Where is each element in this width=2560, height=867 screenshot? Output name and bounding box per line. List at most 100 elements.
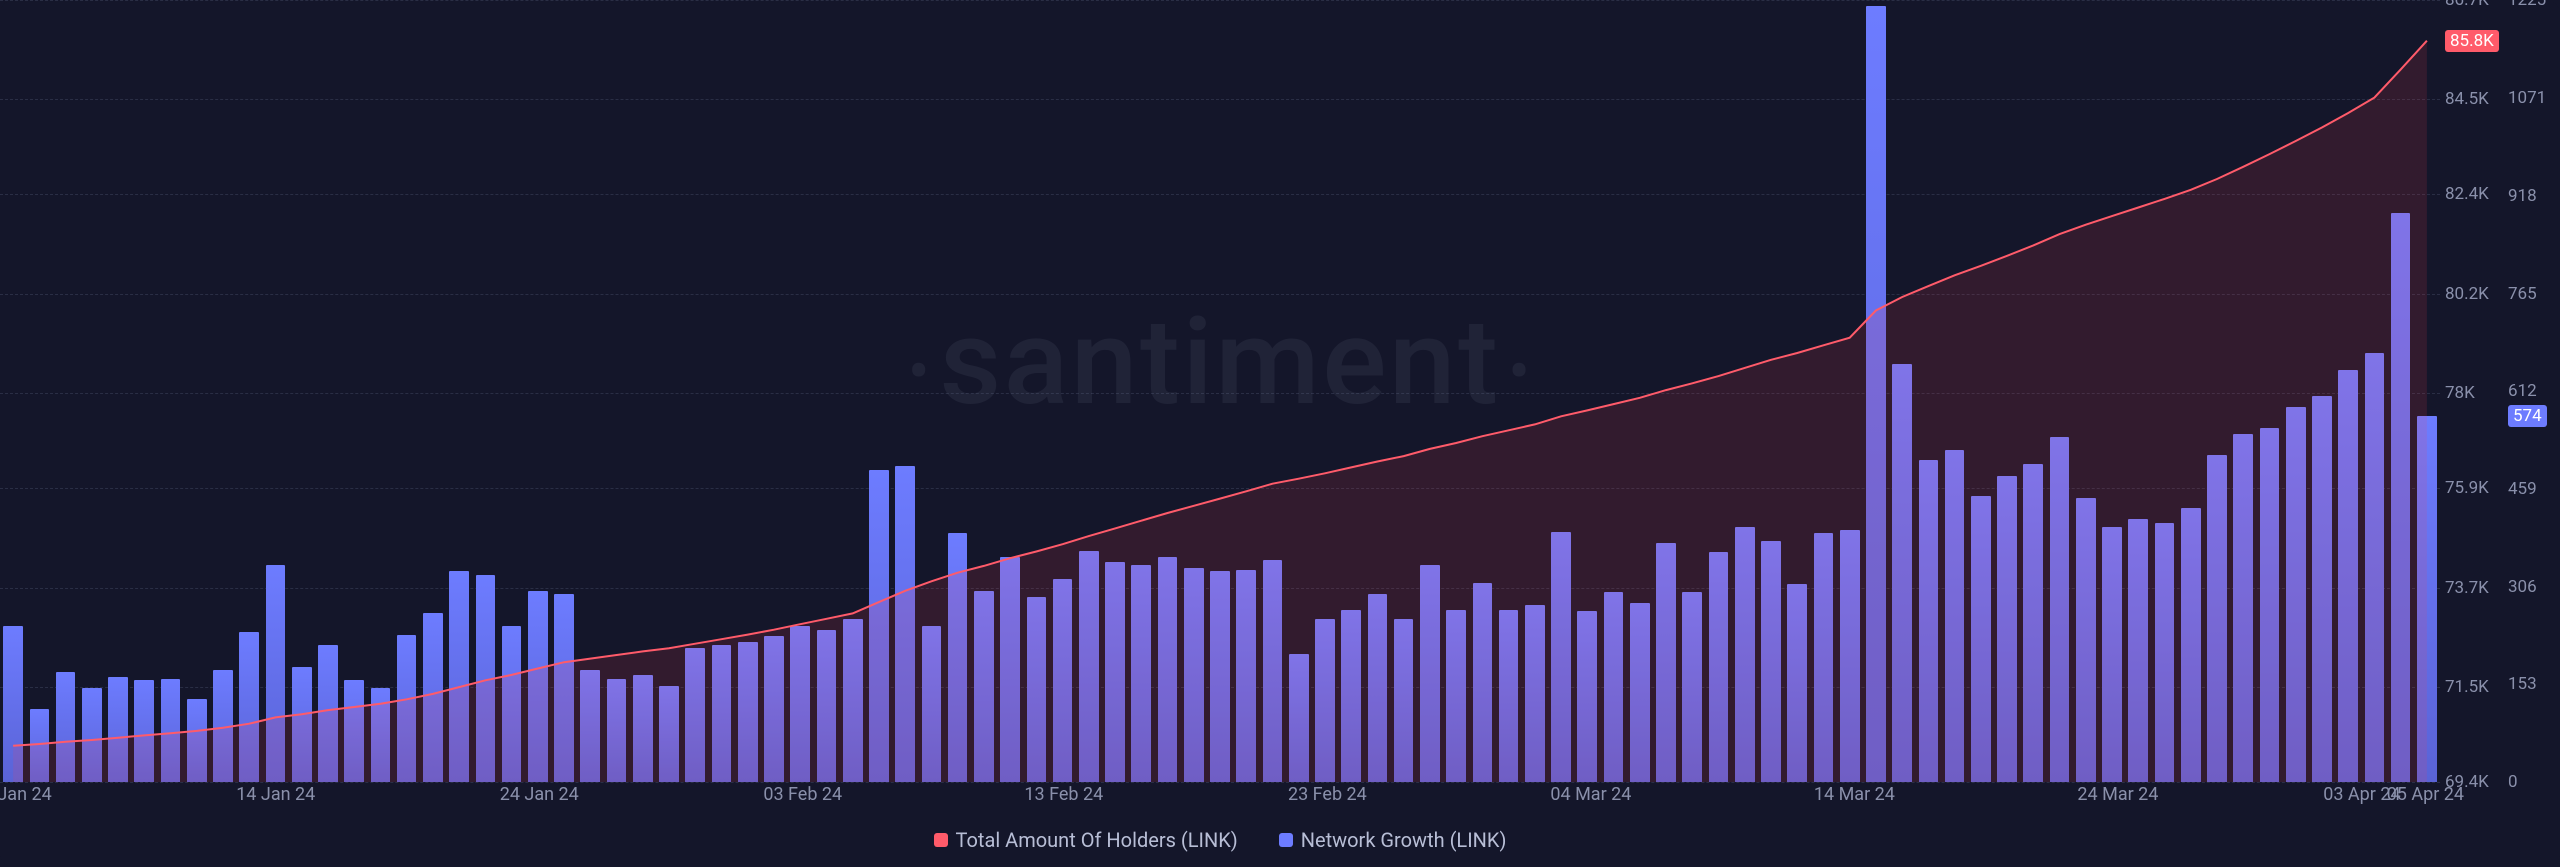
bar[interactable] — [3, 626, 23, 782]
bar[interactable] — [580, 670, 600, 782]
bar[interactable] — [554, 594, 574, 782]
bar[interactable] — [344, 680, 364, 782]
bar[interactable] — [843, 619, 863, 782]
bar[interactable] — [1131, 565, 1151, 782]
bar[interactable] — [869, 470, 889, 782]
bar[interactable] — [738, 642, 758, 782]
bar[interactable] — [134, 680, 154, 782]
bar[interactable] — [449, 571, 469, 782]
bar[interactable] — [30, 709, 50, 782]
bar[interactable] — [1184, 568, 1204, 782]
y-tick-left: 69.4K — [2445, 772, 2489, 792]
bar[interactable] — [2391, 213, 2411, 782]
bar[interactable] — [1761, 541, 1781, 782]
bar[interactable] — [1053, 579, 1073, 782]
bar[interactable] — [1446, 610, 1466, 782]
bar[interactable] — [1394, 619, 1414, 782]
bar-series-network-growth[interactable] — [0, 0, 2440, 782]
bar[interactable] — [1315, 619, 1335, 782]
bar[interactable] — [1735, 527, 1755, 782]
legend-item-holders[interactable]: Total Amount Of Holders (LINK) — [934, 828, 1238, 852]
bar[interactable] — [1158, 557, 1178, 782]
bar[interactable] — [213, 670, 233, 782]
bar[interactable] — [712, 645, 732, 782]
bar[interactable] — [1892, 364, 1912, 782]
bar[interactable] — [895, 466, 915, 782]
bar[interactable] — [2417, 416, 2437, 782]
bar[interactable] — [607, 679, 627, 782]
bar[interactable] — [764, 636, 784, 782]
bar[interactable] — [1551, 532, 1571, 782]
bar[interactable] — [1840, 530, 1860, 782]
bar[interactable] — [1997, 476, 2017, 782]
bar[interactable] — [1866, 6, 1886, 782]
bar[interactable] — [318, 645, 338, 782]
bar[interactable] — [1263, 560, 1283, 782]
bar[interactable] — [1971, 496, 1991, 782]
bar[interactable] — [1787, 584, 1807, 782]
bar[interactable] — [292, 667, 312, 782]
bar[interactable] — [1709, 552, 1729, 782]
bar[interactable] — [2207, 455, 2227, 782]
bar[interactable] — [1682, 592, 1702, 782]
bar[interactable] — [2128, 519, 2148, 782]
bar[interactable] — [423, 613, 443, 782]
bar[interactable] — [239, 632, 259, 782]
bar[interactable] — [659, 686, 679, 782]
bar[interactable] — [1000, 557, 1020, 782]
bar[interactable] — [2050, 437, 2070, 782]
bar[interactable] — [397, 635, 417, 782]
bar[interactable] — [948, 533, 968, 782]
bar[interactable] — [633, 675, 653, 782]
bar[interactable] — [2102, 527, 2122, 782]
bar[interactable] — [1289, 654, 1309, 782]
bar[interactable] — [82, 688, 102, 782]
bar[interactable] — [187, 699, 207, 782]
bar[interactable] — [1945, 450, 1965, 782]
bar[interactable] — [1368, 594, 1388, 782]
bar[interactable] — [2155, 523, 2175, 782]
bar[interactable] — [1236, 570, 1256, 782]
bar[interactable] — [1630, 603, 1650, 782]
legend-item-growth[interactable]: Network Growth (LINK) — [1279, 828, 1507, 852]
bar[interactable] — [1656, 543, 1676, 782]
plot-area[interactable]: •santiment• — [0, 0, 2440, 782]
bar[interactable] — [2286, 407, 2306, 782]
bar[interactable] — [1525, 605, 1545, 782]
bar[interactable] — [1420, 565, 1440, 782]
bar[interactable] — [476, 575, 496, 782]
bar[interactable] — [266, 565, 286, 782]
bar[interactable] — [1499, 610, 1519, 782]
bar[interactable] — [2365, 353, 2385, 782]
bar[interactable] — [2023, 464, 2043, 782]
bar[interactable] — [1105, 562, 1125, 782]
bar[interactable] — [1814, 533, 1834, 782]
bar[interactable] — [817, 630, 837, 782]
bar[interactable] — [502, 626, 522, 782]
bar[interactable] — [56, 672, 76, 782]
bar[interactable] — [2312, 396, 2332, 782]
bar[interactable] — [2338, 370, 2358, 782]
bar[interactable] — [2260, 428, 2280, 782]
bar[interactable] — [922, 626, 942, 782]
bar[interactable] — [1919, 460, 1939, 782]
bar[interactable] — [108, 677, 128, 782]
bar[interactable] — [1210, 571, 1230, 782]
x-tick: 04 Jan 24 — [0, 784, 52, 805]
bar[interactable] — [161, 679, 181, 782]
bar[interactable] — [371, 688, 391, 782]
bar[interactable] — [1577, 611, 1597, 782]
bar[interactable] — [790, 626, 810, 782]
bar[interactable] — [2233, 434, 2253, 782]
bar[interactable] — [1473, 583, 1493, 782]
bar[interactable] — [528, 591, 548, 783]
bar[interactable] — [1341, 610, 1361, 782]
bar[interactable] — [685, 648, 705, 782]
bar[interactable] — [1604, 592, 1624, 782]
bar[interactable] — [1079, 551, 1099, 782]
bar[interactable] — [1027, 597, 1047, 782]
bar[interactable] — [2181, 508, 2201, 782]
bar[interactable] — [974, 591, 994, 783]
bar[interactable] — [2076, 498, 2096, 782]
y-tick-right: 306 — [2508, 577, 2537, 597]
